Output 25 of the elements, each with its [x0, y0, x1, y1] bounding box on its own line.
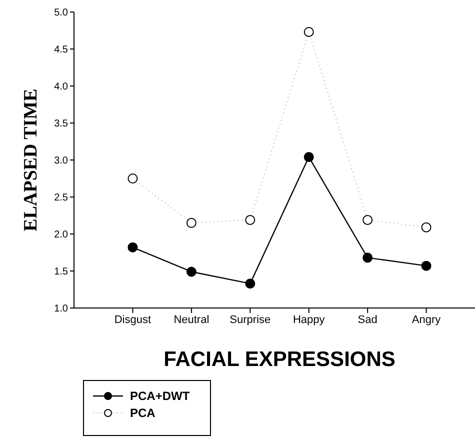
x-tick-label: Sad: [358, 314, 378, 326]
point: [362, 252, 373, 263]
legend-label: PCA+DWT: [130, 388, 190, 402]
point: [245, 278, 256, 289]
y-tick-label: 2.5: [54, 192, 68, 204]
x-tick-label: Happy: [292, 314, 326, 326]
y-tick-label: 1.5: [54, 266, 68, 278]
y-tick-label: 4.0: [54, 82, 68, 93]
legend-label: PCA: [130, 406, 156, 420]
y-tick-label: 1.0: [54, 304, 68, 315]
point: [186, 266, 196, 277]
y-axis-title: ELAPSED TIME: [20, 88, 42, 232]
x-axis-title: FACIAL EXPRESSIONS: [164, 348, 396, 371]
x-tick-label: Angry: [412, 314, 442, 326]
point: [421, 260, 432, 271]
point: [128, 242, 138, 252]
y-tick-label: 3.5: [54, 118, 68, 130]
y-tick-label: 2.0: [54, 230, 68, 241]
y-tick-label: 4.5: [54, 44, 68, 56]
y-tick-label: 5.0: [54, 8, 68, 19]
x-tick-label: Neutral: [174, 314, 210, 326]
point: [304, 152, 314, 162]
x-tick-label: Surprise: [230, 314, 271, 326]
x-tick-label: Disgust: [114, 314, 152, 326]
y-tick-label: 3.0: [54, 156, 68, 167]
